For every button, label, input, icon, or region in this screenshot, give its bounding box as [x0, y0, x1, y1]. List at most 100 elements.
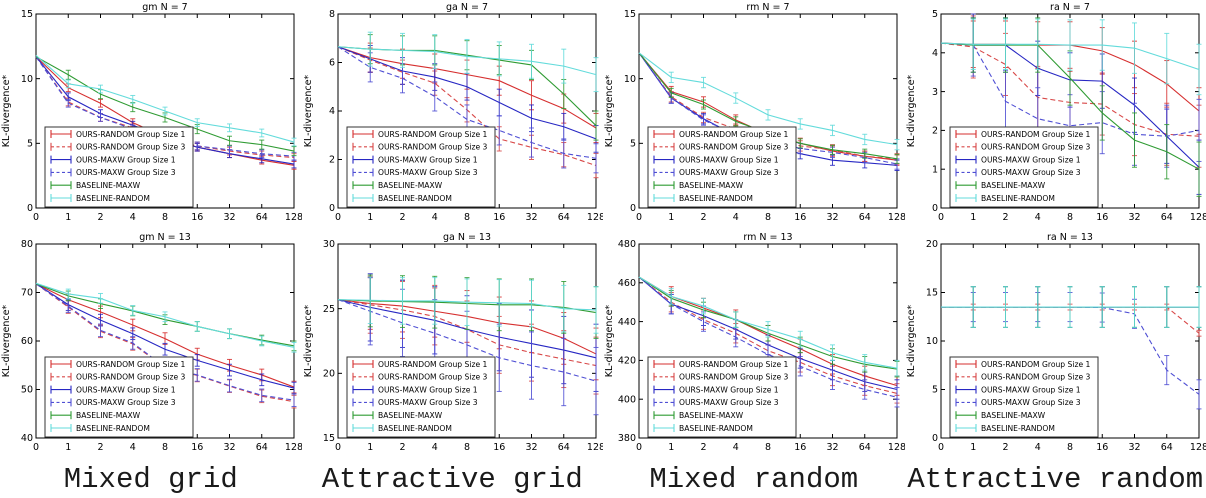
- y-tick-label: 8: [328, 9, 334, 20]
- chart-svg-rm-n13: 0 1 2 4 8 16 32 64 128 380 400 420 440 460 480 rm N = 1…: [604, 232, 906, 453]
- x-tick-label: 8: [765, 212, 771, 223]
- chart-rm-n13: 0 1 2 4 8 16 32 64 128 380 400 420 440 460 480 rm N = 1…: [603, 230, 906, 460]
- chart-title: ra N = 13: [1047, 232, 1093, 243]
- series-line: [337, 46, 596, 159]
- legend-label: OURS-RANDOM Group Size 3: [378, 373, 488, 382]
- chart-title: ga N = 13: [442, 232, 490, 243]
- series-line: [35, 56, 295, 157]
- x-tick-label: 8: [463, 212, 469, 223]
- series-line: [638, 276, 898, 394]
- series-line: [35, 56, 295, 152]
- x-tick-label: 1: [367, 212, 373, 223]
- legend-label: OURS-RANDOM Group Size 1: [679, 130, 789, 139]
- x-tick-label: 0: [334, 442, 340, 453]
- x-tick-label: 0: [636, 442, 642, 453]
- x-tick-label: 2: [700, 442, 706, 453]
- legend-label: BASELINE-RANDOM: [981, 194, 1055, 203]
- x-tick-label: 4: [733, 212, 739, 223]
- y-tick-label: 380: [618, 433, 636, 444]
- x-tick-label: 64: [557, 212, 569, 223]
- series-line: [35, 283, 295, 389]
- chart-title: rm N = 7: [746, 2, 789, 13]
- y-axis-label: KL-divergence*: [1, 75, 12, 148]
- chart-title: rm N = 13: [743, 232, 792, 243]
- chart-title: ra N = 7: [1050, 2, 1090, 13]
- legend-label: OURS-RANDOM Group Size 3: [76, 373, 186, 382]
- chart-rm-n7: 0 1 2 4 8 16 32 64 128 0 5 10 15 rm N = 7 KL-divergenc…: [603, 0, 906, 230]
- x-tick-label: 4: [431, 442, 437, 453]
- x-tick-label: 2: [97, 212, 103, 223]
- legend-label: OURS-MAXW Group Size 1: [679, 385, 779, 394]
- chart-title: ga N = 7: [445, 2, 487, 13]
- y-tick-label: 460: [618, 278, 636, 289]
- x-tick-label: 2: [1002, 442, 1008, 453]
- x-tick-label: 4: [733, 442, 739, 453]
- x-tick-label: 128: [1189, 212, 1206, 223]
- legend-label: BASELINE-MAXW: [679, 181, 744, 190]
- legend-box: [44, 356, 194, 438]
- chart-svg-rm-n7: 0 1 2 4 8 16 32 64 128 0 5 10 15 rm N = 7 KL-divergenc…: [604, 2, 906, 223]
- y-axis-label: KL-divergence*: [1, 305, 12, 378]
- legend-label: OURS-MAXW Group Size 3: [679, 398, 779, 407]
- x-tick-label: 32: [525, 212, 537, 223]
- x-tick-label: 32: [826, 442, 838, 453]
- legend-label: OURS-MAXW Group Size 1: [378, 385, 478, 394]
- x-tick-label: 16: [794, 212, 806, 223]
- x-tick-label: 32: [223, 442, 235, 453]
- chart-svg-gm-n7: 0 1 2 4 8 16 32 64 128 0 5 10 15 gm N = 7 KL-divergenc…: [1, 2, 303, 223]
- caption-attractive-grid: Attractive grid: [321, 462, 583, 496]
- series-line: [940, 42, 1199, 170]
- x-tick-label: 1: [65, 442, 71, 453]
- chart-ga-n13: 0 1 2 4 8 16 32 64 128 15 20 25 30 ga N = 13 KL-diverg…: [302, 230, 605, 460]
- legend-label: OURS-RANDOM Group Size 1: [679, 360, 789, 369]
- series-line: [638, 276, 898, 369]
- charts-grid: 0 1 2 4 8 16 32 64 128 0 5 10 15 gm N = 7 KL-divergenc…: [0, 0, 1206, 460]
- x-tick-label: 32: [826, 212, 838, 223]
- x-tick-label: 16: [1096, 212, 1108, 223]
- legend-label: BASELINE-MAXW: [378, 411, 443, 420]
- x-tick-label: 0: [937, 212, 943, 223]
- legend-label: BASELINE-MAXW: [981, 411, 1046, 420]
- y-tick-label: 0: [328, 203, 334, 214]
- y-tick-label: 0: [931, 433, 937, 444]
- legend-label: BASELINE-MAXW: [378, 181, 443, 190]
- legend-box: [44, 126, 194, 208]
- x-tick-label: 16: [191, 442, 203, 453]
- x-tick-label: 64: [859, 442, 871, 453]
- y-tick-label: 4: [931, 48, 937, 59]
- y-axis-label: KL-divergence*: [604, 75, 615, 148]
- x-tick-label: 1: [668, 442, 674, 453]
- y-axis-label: KL-divergence*: [303, 75, 314, 148]
- legend-label: OURS-MAXW Group Size 1: [378, 155, 478, 164]
- x-tick-label: 64: [557, 442, 569, 453]
- legend-label: OURS-RANDOM Group Size 3: [981, 143, 1091, 152]
- legend-label: OURS-RANDOM Group Size 1: [76, 360, 186, 369]
- x-tick-label: 128: [285, 212, 302, 223]
- y-tick-label: 15: [21, 9, 33, 20]
- series-line: [35, 282, 295, 348]
- y-tick-label: 480: [618, 239, 636, 250]
- legend-label: BASELINE-MAXW: [76, 411, 141, 420]
- legend-label: OURS-MAXW Group Size 3: [679, 168, 779, 177]
- x-tick-label: 0: [937, 442, 943, 453]
- y-tick-label: 2: [328, 155, 334, 166]
- chart-gm-n7: 0 1 2 4 8 16 32 64 128 0 5 10 15 gm N = 7 KL-divergenc…: [0, 0, 303, 230]
- y-tick-label: 0: [27, 203, 33, 214]
- chart-svg-ra-n13: 0 1 2 4 8 16 32 64 128 0 5 10 15 20 ra N = 13 KL-diverg…: [906, 232, 1206, 453]
- y-tick-label: 4: [328, 106, 334, 117]
- x-tick-label: 64: [1160, 442, 1172, 453]
- y-axis-label: KL-divergence*: [906, 305, 917, 378]
- legend-label: OURS-MAXW Group Size 1: [76, 385, 176, 394]
- x-tick-label: 0: [33, 442, 39, 453]
- x-tick-label: 4: [130, 442, 136, 453]
- x-tick-label: 4: [1034, 212, 1040, 223]
- y-tick-label: 440: [618, 317, 636, 328]
- chart-svg-ra-n7: 0 1 2 4 8 16 32 64 128 0 1 2 3 4 5 ra N = 7 KL-divergenc…: [906, 2, 1206, 223]
- series-line: [337, 46, 596, 140]
- series-line: [337, 46, 596, 76]
- legend-label: OURS-MAXW Group Size 3: [76, 398, 176, 407]
- y-tick-label: 15: [624, 9, 636, 20]
- x-tick-label: 4: [130, 212, 136, 223]
- y-tick-label: 50: [21, 385, 33, 396]
